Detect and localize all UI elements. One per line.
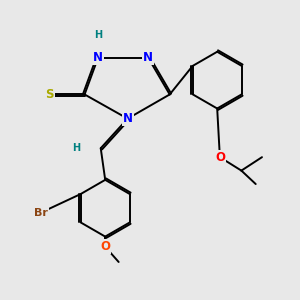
Text: H: H [94,30,102,40]
Text: O: O [100,240,110,253]
Text: N: N [123,112,133,125]
Text: N: N [143,51,153,64]
Text: O: O [215,151,225,164]
Text: N: N [93,51,103,64]
Text: Br: Br [34,208,48,218]
Text: S: S [45,88,54,101]
Text: H: H [73,143,81,153]
